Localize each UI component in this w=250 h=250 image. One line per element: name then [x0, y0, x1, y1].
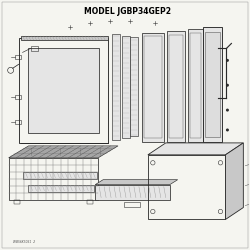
Text: MODEL JGBP34GEP2: MODEL JGBP34GEP2 — [84, 7, 172, 16]
Bar — [14, 200, 20, 203]
Bar — [190, 32, 200, 138]
Polygon shape — [95, 180, 178, 185]
Bar — [167, 30, 185, 142]
Bar — [9, 158, 98, 200]
Bar — [87, 200, 93, 203]
Bar — [18, 38, 108, 143]
Circle shape — [226, 84, 229, 87]
Bar — [188, 28, 202, 142]
Bar — [112, 34, 120, 140]
Polygon shape — [226, 143, 243, 220]
Bar — [14, 95, 20, 99]
Bar — [95, 185, 170, 200]
Bar — [14, 56, 20, 59]
Text: WB56K5031  2: WB56K5031 2 — [13, 240, 35, 244]
Bar — [169, 34, 183, 138]
Bar — [22, 172, 97, 179]
Bar — [20, 36, 108, 41]
Bar — [124, 202, 140, 206]
Bar — [30, 46, 38, 52]
Polygon shape — [148, 143, 243, 155]
Bar — [130, 38, 138, 136]
Polygon shape — [9, 146, 118, 158]
Circle shape — [226, 108, 229, 112]
Bar — [204, 32, 220, 137]
Bar — [28, 48, 99, 133]
Bar — [122, 36, 130, 138]
Bar — [142, 32, 164, 142]
Circle shape — [226, 128, 229, 132]
Bar — [14, 120, 20, 124]
Bar — [28, 185, 94, 192]
Circle shape — [226, 59, 229, 62]
Bar — [144, 36, 162, 138]
Bar — [202, 26, 222, 142]
Bar — [148, 155, 226, 220]
